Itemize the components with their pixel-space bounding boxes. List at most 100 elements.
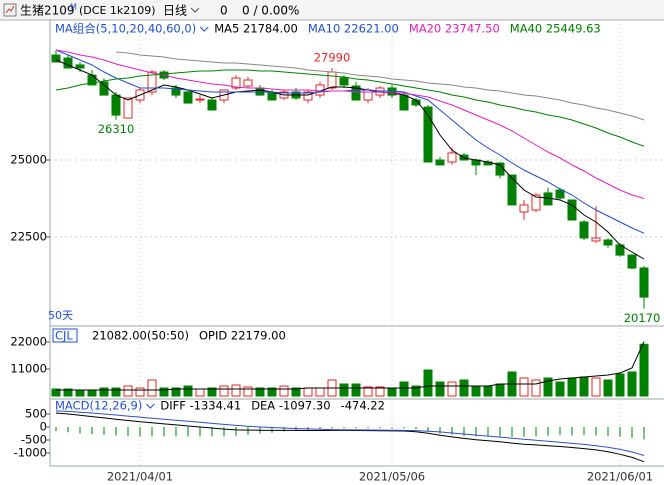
volume-bar — [423, 369, 433, 397]
volume-bar — [567, 377, 577, 397]
annotation: 27990 — [314, 51, 351, 65]
volume-bar — [279, 385, 289, 397]
ma-line — [55, 49, 645, 234]
period: 日线 — [163, 4, 187, 18]
symbol-icon-line — [5, 5, 15, 14]
candle-body — [243, 79, 253, 87]
volume-bar — [579, 376, 589, 397]
candle-body — [111, 94, 121, 116]
volume-bar — [159, 387, 169, 397]
candle-body — [603, 239, 613, 246]
volume-bar — [111, 387, 121, 397]
candle-body — [207, 99, 217, 111]
candle-body — [75, 64, 85, 69]
volume-bar — [411, 385, 421, 397]
period-dropdown[interactable] — [190, 7, 200, 13]
candle-body — [639, 267, 649, 298]
legend-item: MA5 21784.00 — [214, 22, 298, 36]
candle-body — [327, 71, 337, 89]
volume-bar — [459, 379, 469, 397]
y-tick-label: 22000 — [10, 335, 47, 349]
ma-line — [115, 51, 645, 121]
volume-bar — [171, 387, 181, 397]
candle-body — [507, 174, 517, 206]
volume-bar — [99, 387, 109, 397]
candle-body — [195, 98, 205, 101]
volume-bar — [471, 385, 481, 397]
volume-bar — [339, 383, 349, 397]
volume-bar — [591, 377, 601, 397]
volume-bar — [351, 383, 361, 397]
candle-body — [423, 106, 433, 163]
y-tick-label: 0 — [40, 419, 47, 433]
symbol: 生猪2109 — [20, 4, 75, 18]
symbol-icon — [3, 3, 17, 17]
volume-bar — [147, 379, 157, 397]
candle-body — [435, 159, 445, 166]
period-label: 50天 — [48, 309, 73, 322]
volume-bar — [315, 387, 325, 397]
volume-bar — [51, 388, 61, 397]
volume-bar — [219, 385, 229, 397]
macd-dropdown — [145, 403, 155, 409]
open-interest-line — [56, 341, 645, 391]
volume-bar — [267, 387, 277, 397]
legend-item: 21082.00(50:50) — [92, 329, 189, 343]
candle-body — [303, 91, 313, 101]
volume-bar — [555, 381, 565, 397]
legend-item: MACD(12,26,9) — [55, 399, 142, 413]
candle-body — [171, 87, 181, 96]
candle-body — [555, 189, 565, 199]
candle-body — [351, 85, 361, 101]
legend-item: MA20 23747.50 — [409, 22, 500, 36]
volume-bar — [519, 377, 529, 397]
volume-bar — [387, 387, 397, 397]
volume-bar — [543, 377, 553, 397]
volume-bar — [447, 381, 457, 397]
macd-line — [55, 412, 645, 463]
candle-body — [519, 204, 529, 213]
y-tick-label: -1000 — [14, 445, 47, 459]
volume-bar — [303, 387, 313, 397]
legend-item: OPID 22179.00 — [199, 329, 286, 343]
volume-bar — [291, 387, 301, 397]
volume-bar — [195, 388, 205, 397]
volume-bar — [255, 387, 265, 397]
volume-bar — [483, 385, 493, 397]
volume-bar — [207, 387, 217, 397]
volume-bar — [639, 343, 649, 397]
y-tick-label: 11000 — [10, 362, 47, 376]
volume-bar — [615, 373, 625, 397]
candle-body — [447, 152, 457, 163]
change: 0 / 0.00% — [242, 4, 299, 18]
ma-line — [55, 69, 645, 147]
volume-bar — [399, 381, 409, 397]
x-tick-label: 2021/05/06 — [359, 470, 425, 484]
x-tick-label: 2021/04/01 — [107, 470, 173, 484]
volume-bar — [75, 389, 85, 397]
panel-title: CJL — [55, 329, 73, 343]
candle-body — [339, 77, 349, 86]
volume-bar — [135, 387, 145, 397]
candle-body — [399, 94, 409, 111]
ma-line — [55, 59, 645, 260]
volume-bar — [63, 388, 73, 397]
volume-bar — [627, 371, 637, 397]
candle-body — [147, 71, 157, 93]
title-box — [52, 328, 78, 343]
candle-body — [591, 237, 601, 242]
candle-body — [531, 194, 541, 211]
x-tick-label: 2021/06/01 — [587, 470, 653, 484]
y-tick-label: 22500 — [10, 229, 47, 243]
volume-bar — [363, 386, 373, 397]
candle-body — [579, 221, 589, 239]
legend-item: DEA -1097.30 — [251, 399, 330, 413]
y-tick-label: -500 — [21, 432, 47, 446]
candle-body — [123, 97, 133, 119]
symbol-code: (DCE 1k2109) — [79, 4, 156, 17]
volume-bar — [183, 385, 193, 397]
candle-body — [567, 199, 577, 221]
volume-bar — [435, 381, 445, 397]
toolbar — [0, 0, 664, 20]
